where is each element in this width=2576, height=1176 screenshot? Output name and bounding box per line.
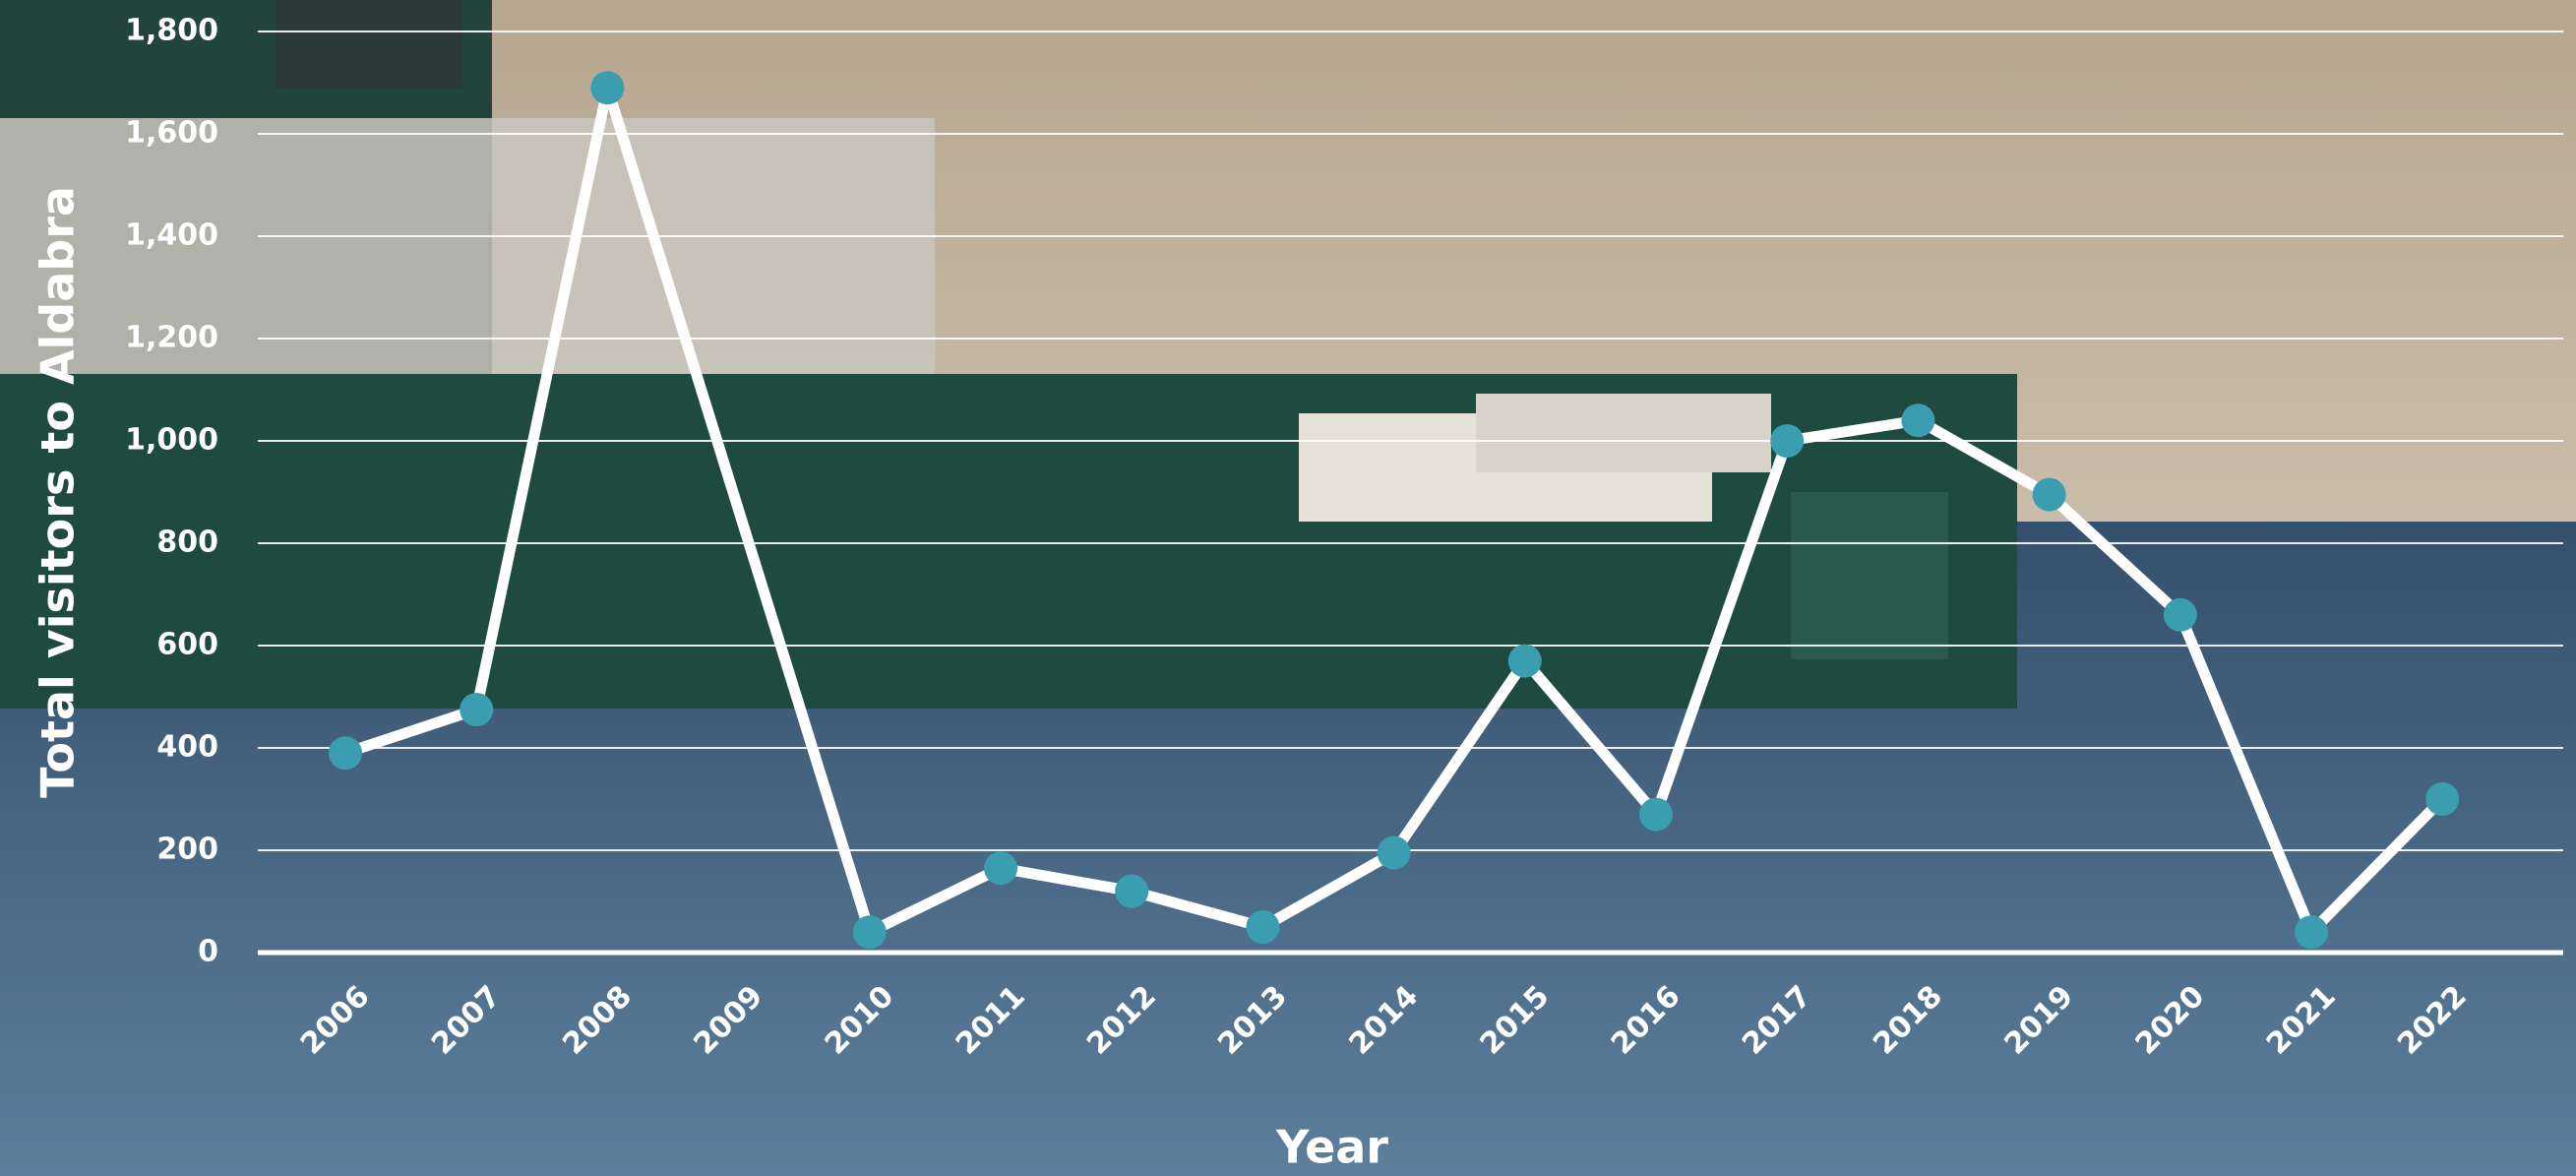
data-point [1770, 424, 1805, 458]
line-segment [1126, 886, 1268, 933]
data-point [852, 915, 887, 950]
y-tick-label: 1,600 [125, 116, 218, 151]
line-segment [1781, 414, 1924, 447]
data-point [460, 693, 494, 726]
line-segment [2044, 489, 2186, 621]
line-segment [995, 862, 1137, 897]
data-point [1507, 644, 1542, 678]
line-segment [864, 862, 1007, 938]
data-point [1639, 797, 1673, 832]
y-tick-label: 1,000 [125, 423, 218, 458]
line-segment [601, 82, 876, 938]
y-tick-label: 200 [156, 833, 218, 867]
data-point [1901, 403, 1935, 438]
y-axis-title: Total visitors to Aldabra [31, 186, 85, 798]
data-point [590, 71, 625, 105]
data-point [2163, 597, 2197, 632]
y-tick-label: 600 [156, 628, 218, 662]
line-segment [1650, 435, 1793, 821]
line-segment [2175, 609, 2317, 938]
line-segment [1519, 655, 1662, 821]
line-segment [470, 82, 613, 715]
line-segment [339, 704, 482, 759]
line-segment [1388, 655, 1531, 859]
data-point [329, 736, 362, 771]
data-point [984, 851, 1017, 886]
data-point [2032, 477, 2066, 512]
x-axis-title: Year [1275, 1121, 1388, 1174]
y-tick-label: 1,400 [125, 218, 218, 253]
y-tick-label: 1,200 [125, 321, 218, 355]
y-tick-label: 0 [198, 935, 218, 969]
y-tick-label: 400 [156, 730, 218, 765]
data-point [1377, 836, 1411, 870]
data-point [2295, 915, 2328, 950]
y-tick-label: 800 [156, 526, 218, 560]
line-segment [1257, 847, 1400, 933]
line-segment [2305, 793, 2448, 938]
data-point [1115, 874, 1149, 908]
line-segment [1912, 414, 2055, 501]
data-point [2425, 782, 2460, 816]
y-tick-label: 1,800 [125, 14, 218, 48]
data-point [1246, 910, 1280, 944]
